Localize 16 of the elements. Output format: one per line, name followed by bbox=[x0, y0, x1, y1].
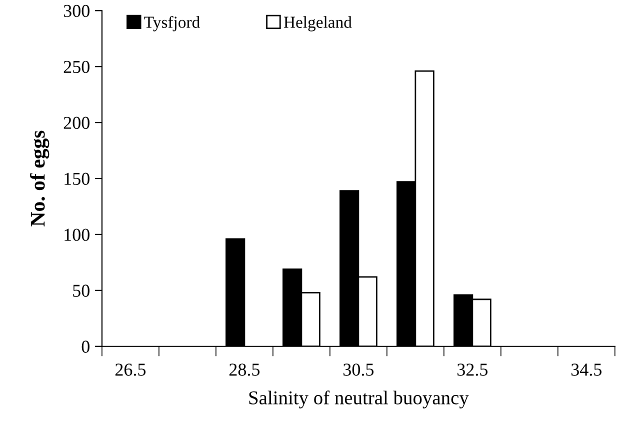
legend-label: Helgeland bbox=[284, 16, 352, 32]
y-tick-label: 300 bbox=[64, 4, 90, 18]
y-axis-title: No. of eggs bbox=[30, 130, 50, 226]
y-tick-label: 250 bbox=[64, 60, 90, 74]
y-tick-label: 50 bbox=[73, 284, 90, 297]
y-tick-label: 150 bbox=[64, 172, 90, 185]
x-tick-label: 32.5 bbox=[457, 364, 488, 376]
x-tick-label: 26.5 bbox=[115, 364, 146, 376]
x-axis-title: Salinity of neutral buoyancy bbox=[249, 390, 469, 408]
x-tick-label: 34.5 bbox=[571, 364, 602, 376]
y-tick-label: 0 bbox=[82, 340, 90, 353]
y-tick-label: 200 bbox=[64, 116, 90, 129]
legend-label: Tysfjord bbox=[144, 16, 200, 32]
x-tick-label: 28.5 bbox=[229, 364, 260, 376]
y-tick-label: 100 bbox=[64, 228, 90, 241]
x-tick-label: 30.5 bbox=[344, 364, 374, 376]
